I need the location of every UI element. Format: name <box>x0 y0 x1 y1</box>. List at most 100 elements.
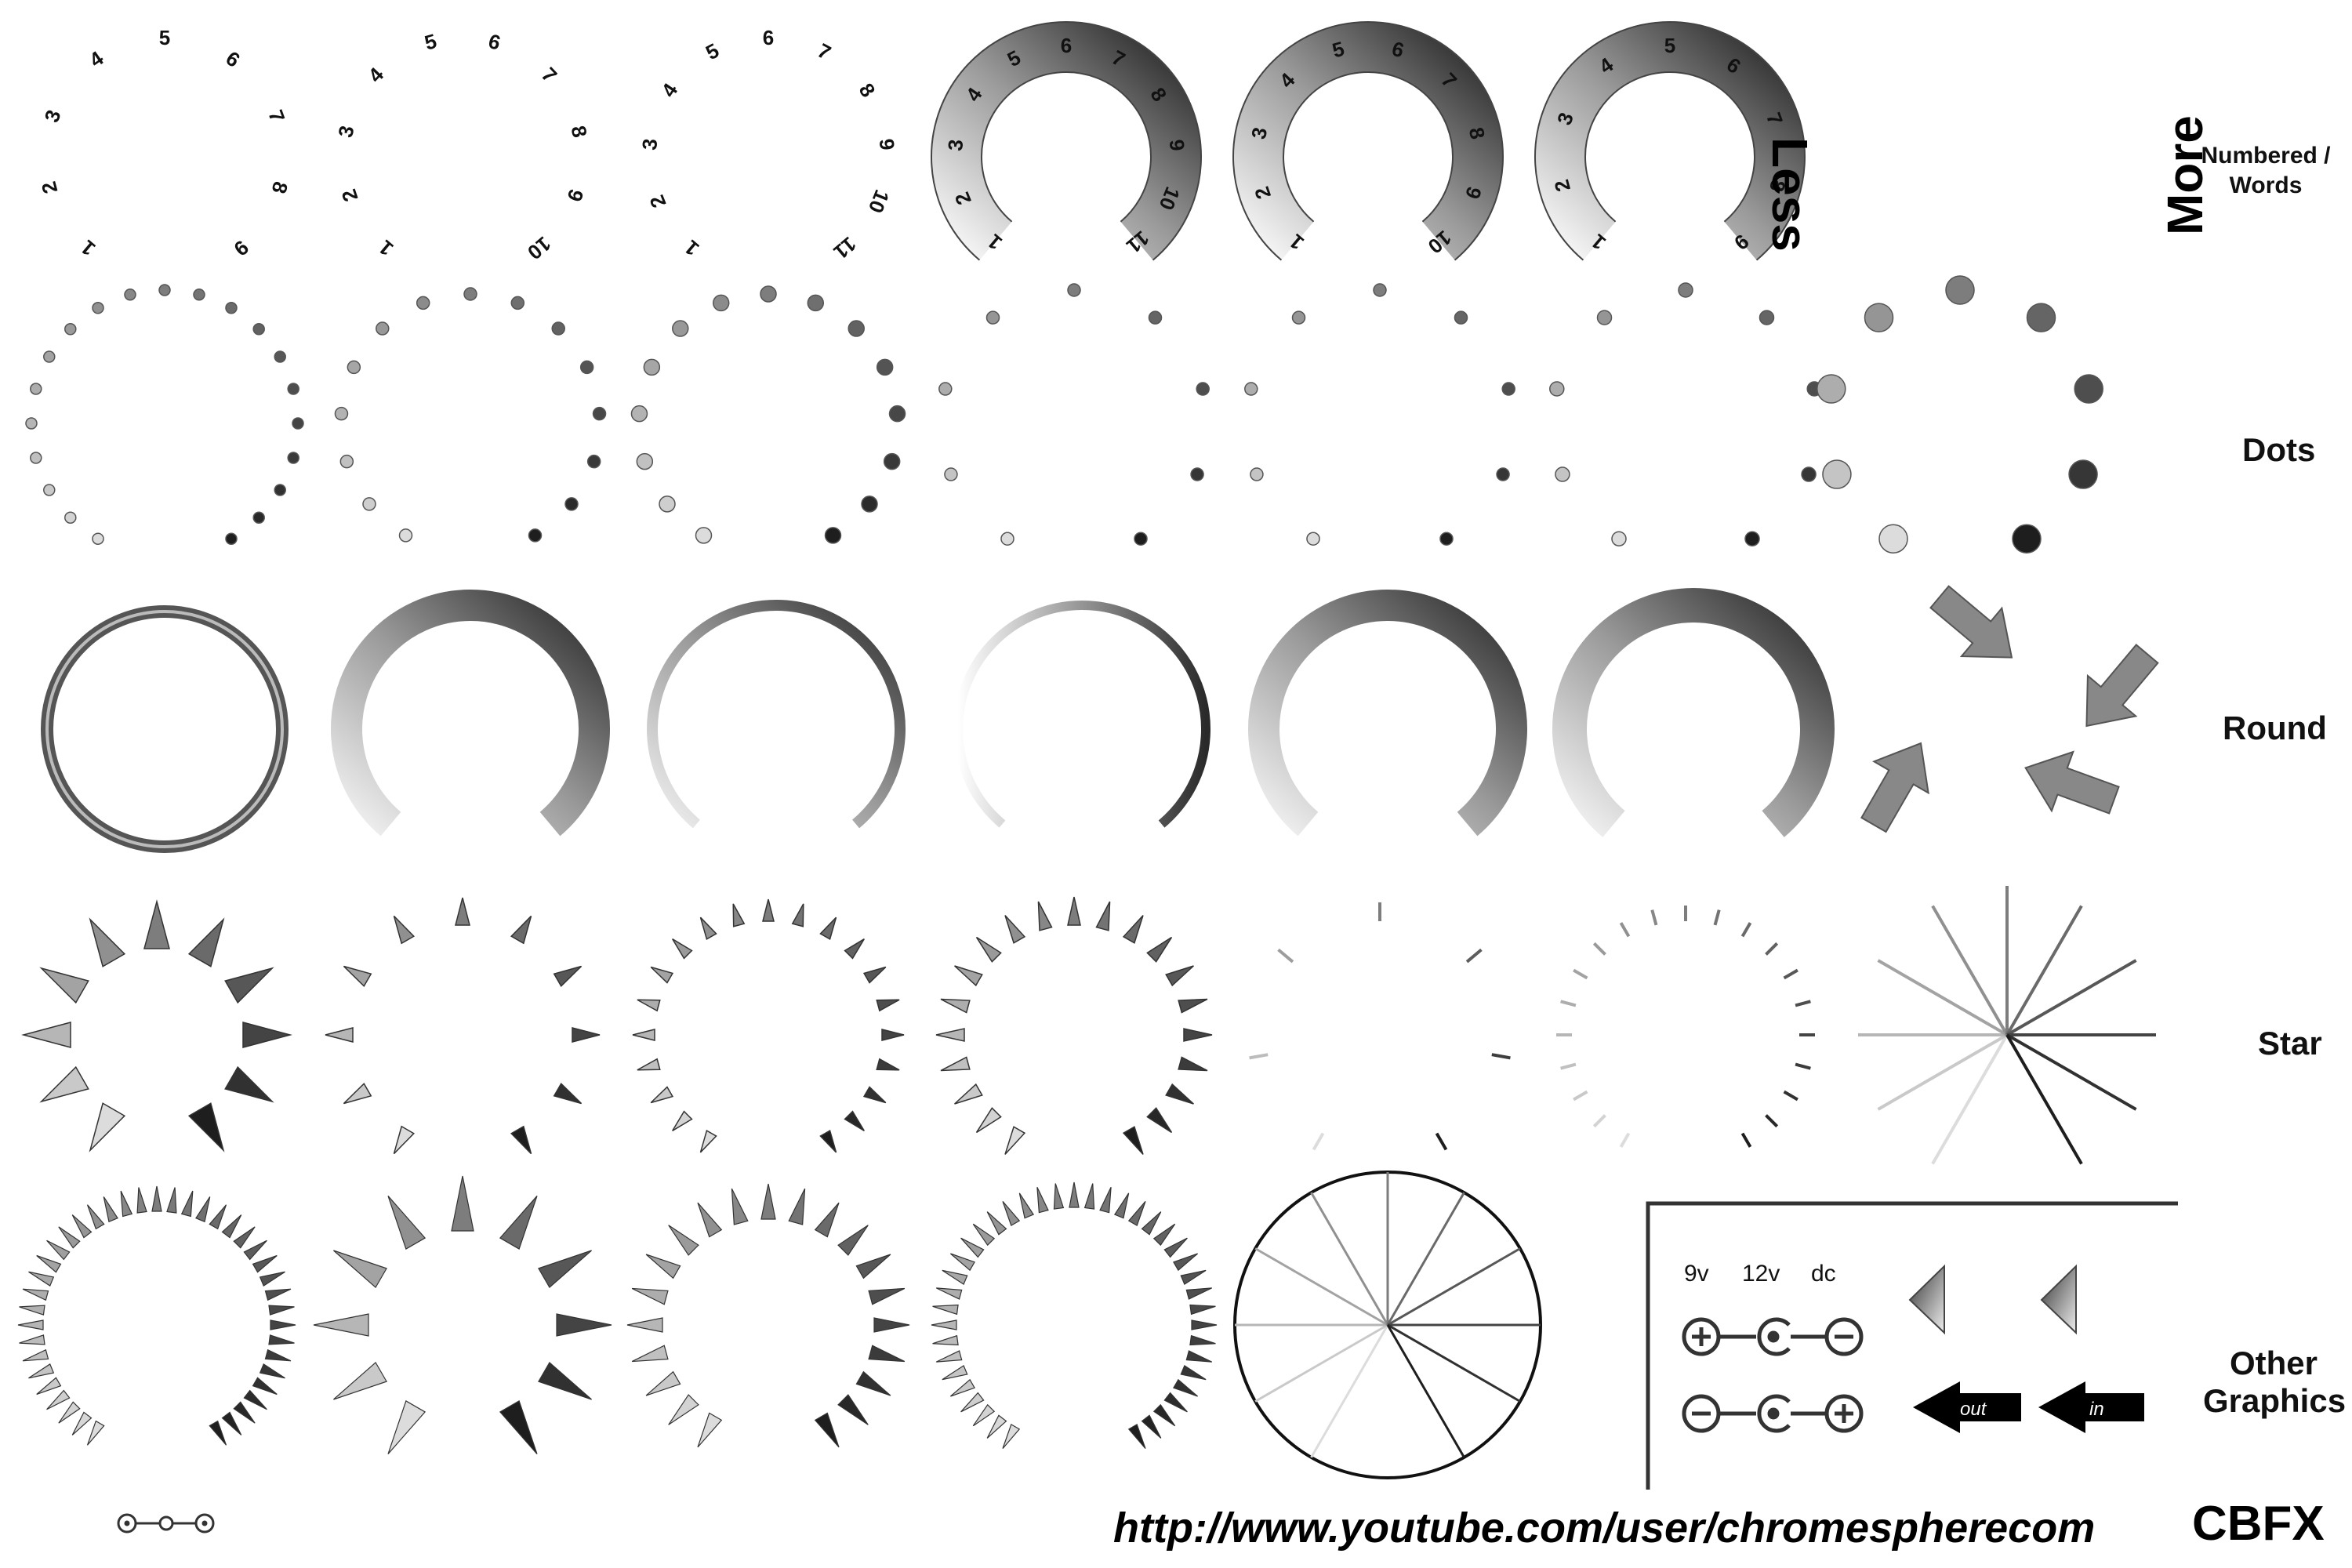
star-spike <box>701 917 717 939</box>
scale-dot <box>274 485 285 495</box>
scale-number: 3 <box>943 138 967 152</box>
star-spike <box>1003 1425 1019 1449</box>
star-spike <box>103 1196 118 1221</box>
star-spike <box>37 1377 61 1394</box>
label-star: Star <box>2258 1025 2322 1062</box>
sunburst-ray <box>1878 1035 2007 1109</box>
dot-scale <box>335 288 605 542</box>
scale-dot <box>340 456 353 468</box>
scale-dot <box>1307 532 1319 545</box>
round-arc <box>958 605 1206 824</box>
scale-dot <box>808 295 823 310</box>
star-spike <box>733 904 744 927</box>
sunburst-ray <box>2007 1035 2082 1164</box>
star-spike <box>223 1412 241 1435</box>
star-spike <box>933 1336 959 1345</box>
star-spike <box>1181 1270 1206 1284</box>
pie-scale <box>1235 1172 1541 1478</box>
scale-number: 4 <box>85 46 107 72</box>
cycle-arrow-icon <box>1846 728 1947 840</box>
star-spike <box>845 1112 865 1131</box>
pie-ray <box>1388 1325 1465 1457</box>
star-spike <box>554 1083 582 1103</box>
full-ring-highlight <box>47 612 282 847</box>
sunburst-ray <box>2007 1035 2136 1109</box>
star-spike <box>225 1067 272 1102</box>
tick-scale <box>1250 902 1511 1149</box>
star-spike <box>18 1320 43 1330</box>
star-spike <box>669 1395 699 1425</box>
scale-dot <box>890 406 906 422</box>
scale-dot <box>987 311 1000 324</box>
star-spike <box>539 1363 592 1399</box>
star-spike <box>137 1188 147 1214</box>
dot-scales-row <box>26 276 2103 553</box>
scale-dot <box>1001 532 1014 545</box>
scale-number: 5 <box>422 29 439 55</box>
scale-dot <box>274 351 285 362</box>
sunburst-ray <box>1878 960 2007 1035</box>
star-spike <box>815 1203 839 1236</box>
star-spike <box>731 1189 747 1225</box>
star-spike <box>266 1350 291 1361</box>
star-scale <box>325 898 600 1154</box>
scale-dot <box>945 468 957 481</box>
scale-dot <box>194 289 205 300</box>
star-spike <box>1154 1224 1175 1245</box>
scale-dot <box>65 512 76 523</box>
star-spike <box>394 916 414 943</box>
star-spike <box>941 1058 970 1071</box>
star-spike <box>225 968 272 1003</box>
star-spike <box>1068 897 1080 925</box>
tick-mark <box>1795 1065 1810 1069</box>
star-spike <box>1166 966 1193 985</box>
star-spike <box>1190 1305 1216 1314</box>
label-other-graphics: Other Graphics <box>2203 1345 2344 1420</box>
scale-dot <box>593 408 606 420</box>
star-spike <box>761 1184 775 1219</box>
scale-number: 2 <box>37 180 63 197</box>
star-spike <box>936 1288 961 1299</box>
more-annotation: More <box>2156 115 2214 235</box>
scale-dot <box>44 351 55 362</box>
tick-mark <box>1314 1134 1323 1150</box>
star-spike <box>72 1215 91 1238</box>
scale-number: 11 <box>829 232 861 264</box>
star-spike <box>632 1288 668 1304</box>
star-spike <box>47 1391 70 1410</box>
star-spike <box>961 1393 984 1412</box>
star-spike <box>977 1108 1001 1132</box>
less-annotation: Less <box>1761 137 1819 252</box>
scale-number: 1 <box>374 235 397 260</box>
scale-dot <box>1612 532 1626 546</box>
star-spike <box>314 1314 368 1336</box>
star-spike <box>987 1212 1006 1235</box>
scale-dot <box>713 295 729 310</box>
star-spike <box>253 1377 278 1394</box>
star-spike <box>24 1022 71 1047</box>
scale-dot <box>26 418 37 429</box>
star-spike <box>1129 1201 1145 1225</box>
scale-dot <box>631 406 647 422</box>
scale-number: 9 <box>562 187 588 205</box>
scale-dot <box>1946 276 1974 304</box>
power-jack-negative-icon <box>1684 1396 1861 1431</box>
star-spike <box>1164 1238 1187 1257</box>
star-spike <box>59 1402 80 1423</box>
scale-dot <box>644 359 659 375</box>
tick-mark <box>1766 1116 1777 1127</box>
youtube-url: http://www.youtube.com/user/chromesphere… <box>1113 1504 2095 1552</box>
scale-dot <box>1555 467 1570 481</box>
scale-dot <box>31 452 42 463</box>
star-spike <box>933 1305 959 1314</box>
scale-dot <box>1245 383 1258 395</box>
scale-dot <box>363 498 376 510</box>
star-spike <box>196 1196 210 1221</box>
star-spike <box>864 1087 886 1102</box>
star-spike <box>88 1421 104 1446</box>
tick-mark <box>1492 1054 1511 1058</box>
scale-dot <box>1497 468 1509 481</box>
star-spike <box>260 1364 285 1378</box>
star-spike <box>1142 1212 1161 1235</box>
